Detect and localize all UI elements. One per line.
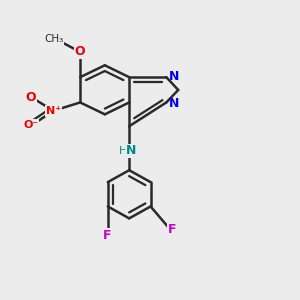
Text: CH₃: CH₃: [44, 34, 64, 44]
Text: N⁺: N⁺: [46, 106, 61, 116]
Text: N: N: [125, 144, 136, 158]
Text: H: H: [118, 146, 127, 156]
Text: F: F: [103, 229, 111, 242]
Text: O: O: [26, 92, 36, 104]
Text: O⁻: O⁻: [23, 120, 39, 130]
Text: O: O: [75, 45, 86, 58]
Text: F: F: [168, 223, 176, 236]
Text: N: N: [169, 70, 179, 83]
Text: N: N: [169, 97, 179, 110]
